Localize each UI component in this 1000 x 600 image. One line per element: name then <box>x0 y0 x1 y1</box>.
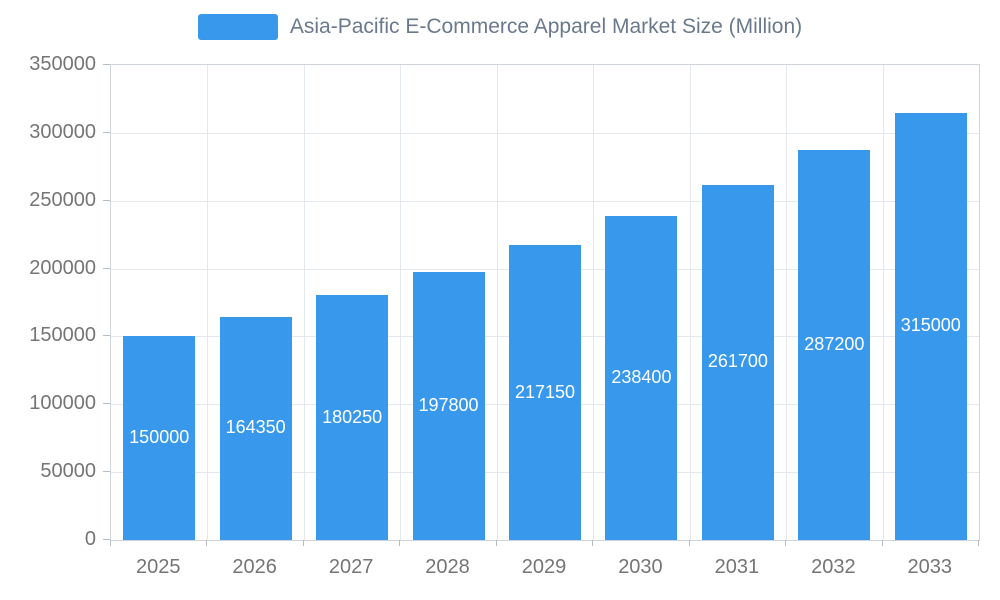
y-axis-tick-label: 200000 <box>29 256 96 279</box>
x-axis-tick-mark <box>978 540 979 546</box>
y-axis-tick-label: 50000 <box>40 460 96 483</box>
y-axis-tick-label: 350000 <box>29 53 96 75</box>
y-axis-tick-mark <box>103 403 110 405</box>
x-axis-tick-mark <box>495 540 497 546</box>
bar-value-label: 164350 <box>225 417 286 438</box>
legend-swatch <box>197 14 278 40</box>
y-axis-tick-mark <box>103 64 110 65</box>
gridline-vertical <box>303 65 305 540</box>
x-axis-tick-mark <box>785 540 787 546</box>
bar-value-label: 217150 <box>514 381 576 402</box>
x-axis-tick-label: 2029 <box>521 556 567 578</box>
gridline-vertical <box>689 65 691 540</box>
bar[interactable]: 197800 <box>412 271 485 540</box>
y-axis-tick-mark <box>103 539 110 540</box>
gridline-horizontal <box>111 132 979 134</box>
legend[interactable]: Asia-Pacific E-Commerce Apparel Market S… <box>0 14 1000 40</box>
x-axis-tick-mark <box>688 540 690 546</box>
bar-value-label: 180250 <box>322 406 383 427</box>
bar[interactable]: 287200 <box>798 150 871 540</box>
y-axis-tick-label: 150000 <box>29 324 96 347</box>
bar-value-label: 197800 <box>418 394 479 415</box>
bar-value-label: 150000 <box>129 427 190 448</box>
x-axis-tick-mark <box>592 540 594 546</box>
y-axis-tick-mark <box>103 267 110 269</box>
bar[interactable]: 180250 <box>316 295 389 540</box>
plot-area: 150000 164350 180250 197800 217150 238400 2617… <box>110 64 980 541</box>
x-axis-tick-label: 2032 <box>811 556 856 578</box>
gridline-vertical <box>882 65 884 540</box>
x-axis-tick-label: 2026 <box>232 556 277 578</box>
bar-value-label: 261700 <box>707 351 768 372</box>
bar-value-label: 315000 <box>900 315 961 336</box>
y-axis-tick-mark <box>103 335 110 337</box>
y-axis-tick-mark <box>103 199 110 201</box>
gridline-horizontal <box>111 200 979 202</box>
y-axis-tick-label: 0 <box>84 528 96 550</box>
x-axis-tick-mark <box>206 540 208 546</box>
gridline-vertical <box>207 65 209 540</box>
y-axis-tick-mark <box>103 471 110 473</box>
x-axis-tick-label: 2025 <box>135 556 181 578</box>
gridline-vertical <box>593 65 595 540</box>
x-axis-tick-mark <box>110 540 111 546</box>
y-axis-tick-label: 250000 <box>29 188 96 211</box>
x-axis-tick-label: 2027 <box>328 556 374 578</box>
bar[interactable]: 150000 <box>123 336 196 540</box>
x-axis-tick-label: 2030 <box>618 556 663 578</box>
y-axis-tick-label: 300000 <box>29 120 96 143</box>
x-axis-tick-label: 2031 <box>714 556 760 578</box>
bar[interactable]: 261700 <box>701 184 774 540</box>
x-axis-tick-mark <box>399 540 401 546</box>
gridline-vertical <box>400 65 402 540</box>
chart-title: Asia-Pacific E-Commerce Apparel Market S… <box>289 15 803 38</box>
x-axis-tick-label: 2028 <box>425 556 470 578</box>
bar[interactable]: 315000 <box>894 112 967 540</box>
bar-value-label: 287200 <box>804 334 865 355</box>
gridline-vertical <box>786 65 788 540</box>
y-axis-tick-label: 100000 <box>29 392 96 415</box>
x-axis-tick-mark <box>302 540 304 546</box>
bar[interactable]: 164350 <box>219 316 292 540</box>
x-axis-tick-label: 2033 <box>907 556 953 578</box>
bar-value-label: 238400 <box>611 367 672 388</box>
y-axis-tick-mark <box>103 131 110 133</box>
bar[interactable]: 238400 <box>605 216 678 540</box>
bar[interactable]: 217150 <box>509 245 581 540</box>
x-axis-tick-mark <box>881 540 883 546</box>
gridline-vertical <box>496 65 498 540</box>
